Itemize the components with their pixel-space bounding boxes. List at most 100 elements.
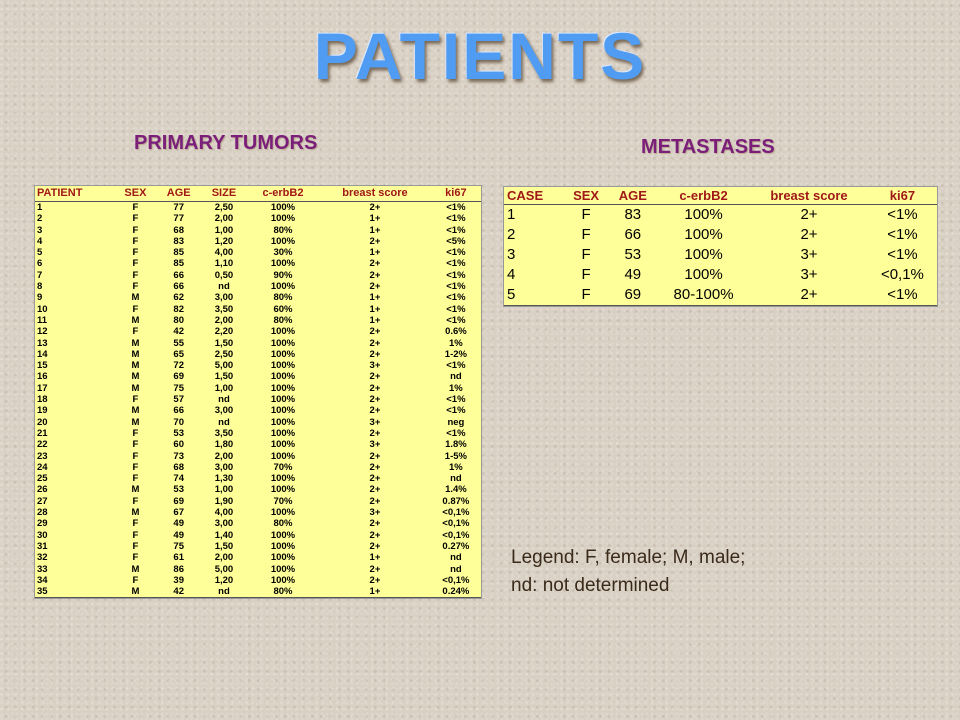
table-cell: 5 — [37, 247, 43, 259]
table-cell: <1% — [446, 224, 466, 236]
table-cell: 1% — [449, 461, 463, 473]
table-cell: <1% — [446, 281, 466, 293]
table-cell: F — [132, 394, 139, 406]
table-cell: 100% — [270, 371, 296, 383]
table-cell: 2+ — [369, 461, 381, 473]
table-cell: nd — [201, 586, 247, 599]
table-cell: 70% — [273, 461, 293, 473]
table-cell: 85 — [173, 258, 184, 270]
table-cell: 53 — [173, 484, 184, 496]
table-cell: 1% — [449, 382, 463, 394]
table-cell: 80% — [273, 518, 293, 530]
table-cell: 100% — [270, 382, 296, 394]
table-row: 9 M 62 3,00 80% 1+ <1% — [35, 292, 481, 303]
table-cell: 75 — [173, 540, 184, 552]
table-cell: 80 — [173, 314, 184, 326]
table-cell: 1+ — [369, 213, 381, 225]
table-cell: 100% — [270, 235, 296, 247]
table-cell: 3+ — [800, 246, 818, 263]
table-cell: F — [132, 213, 139, 225]
primary-tumors-heading: PRIMARY TUMORS — [134, 132, 318, 154]
table-cell: 11 — [37, 314, 48, 326]
table-row: 5 F 85 4,00 30% 1+ <1% — [35, 247, 481, 258]
table-cell: M — [131, 405, 140, 417]
table-cell: <0,1% — [442, 529, 470, 541]
table-cell: 25 — [37, 473, 48, 485]
table-cell: 72 — [173, 360, 184, 372]
table-cell: 6 — [37, 258, 43, 270]
table-cell: 1-2% — [444, 348, 467, 360]
column-header: c-erbB2 — [656, 187, 751, 205]
table-cell: 2,00 — [214, 213, 234, 225]
table-cell: 2+ — [369, 269, 381, 281]
table-cell: 30 — [37, 529, 48, 541]
table-cell: nd — [218, 281, 230, 293]
table-cell: 5,00 — [214, 360, 234, 372]
table-cell: 3,00 — [214, 405, 234, 417]
table-row: 19 M 66 3,00 100% 2+ <1% — [35, 405, 481, 416]
table-cell: 4 — [507, 266, 516, 283]
table-cell: 7 — [37, 269, 43, 281]
table-cell: 75 — [173, 382, 184, 394]
table-cell: 1,80 — [214, 439, 234, 451]
table-cell: F — [132, 247, 139, 259]
table-cell: 17 — [37, 382, 48, 394]
table-row: 14 M 65 2,50 100% 2+ 1-2% — [35, 349, 481, 360]
table-cell: 2+ — [369, 484, 381, 496]
table-cell: M — [131, 507, 140, 519]
table-cell: 3+ — [369, 439, 381, 451]
table-cell: <1% — [887, 246, 918, 263]
column-header: ki67 — [867, 187, 937, 205]
table-cell: 68 — [173, 224, 184, 236]
table-row: 30 F 49 1,40 100% 2+ <0,1% — [35, 530, 481, 541]
table-cell: F — [132, 552, 139, 564]
table-cell: 9 — [37, 292, 43, 304]
table-cell: 2+ — [369, 574, 381, 586]
table-cell: 100% — [270, 507, 296, 519]
table-cell: F — [581, 266, 591, 283]
table-cell: 85 — [173, 247, 184, 259]
table-cell: 28 — [37, 507, 48, 519]
table-cell: 15 — [37, 360, 48, 372]
metastases-table: CASE SEX AGE c-erbB2 breast score ki67 1 F 83 10… — [504, 187, 937, 306]
table-row: 5 F 69 80-100% 2+ <1% — [504, 285, 937, 306]
table-cell: nd — [450, 552, 462, 564]
table-cell: 66 — [173, 405, 184, 417]
table-cell: 66 — [173, 269, 184, 281]
table-row: 28 M 67 4,00 100% 3+ <0,1% — [35, 507, 481, 518]
table-cell: 23 — [37, 450, 48, 462]
table-cell: 5 — [504, 285, 564, 306]
table-cell: 27 — [37, 495, 48, 507]
table-row: 13 M 55 1,50 100% 2+ 1% — [35, 338, 481, 349]
table-cell: 66 — [624, 226, 642, 243]
table-cell: 0.27% — [442, 540, 470, 552]
table-cell: 83 — [173, 235, 184, 247]
table-cell: 1,00 — [214, 484, 234, 496]
table-cell: 2+ — [369, 281, 381, 293]
table-cell: <1% — [446, 314, 466, 326]
table-cell: 1,90 — [214, 495, 234, 507]
table-cell: 0.24% — [430, 586, 481, 599]
table-cell: 90% — [273, 269, 293, 281]
table-cell: 20 — [37, 416, 48, 428]
table-cell: 42 — [156, 586, 202, 599]
table-cell: 57 — [173, 394, 184, 406]
table-cell: <0,1% — [442, 574, 470, 586]
table-cell: 77 — [173, 213, 184, 225]
table-cell: 100% — [270, 281, 296, 293]
table-cell: 2,20 — [214, 326, 234, 338]
table-cell: 100% — [270, 427, 296, 439]
table-cell: 1+ — [369, 552, 381, 564]
table-cell: <1% — [446, 213, 466, 225]
table-cell: 0,50 — [214, 269, 234, 281]
table-cell: 74 — [173, 473, 184, 485]
table-cell: 2+ — [369, 450, 381, 462]
table-cell: 60% — [273, 303, 293, 315]
table-cell: 2+ — [369, 326, 381, 338]
table-cell: 3+ — [369, 360, 381, 372]
table-row: 32 F 61 2,00 100% 1+ nd — [35, 552, 481, 563]
table-cell: 1+ — [369, 224, 381, 236]
table-cell: 2+ — [369, 382, 381, 394]
table-row: 33 M 86 5,00 100% 2+ nd — [35, 564, 481, 575]
table-row: 6 F 85 1,10 100% 2+ <1% — [35, 258, 481, 269]
